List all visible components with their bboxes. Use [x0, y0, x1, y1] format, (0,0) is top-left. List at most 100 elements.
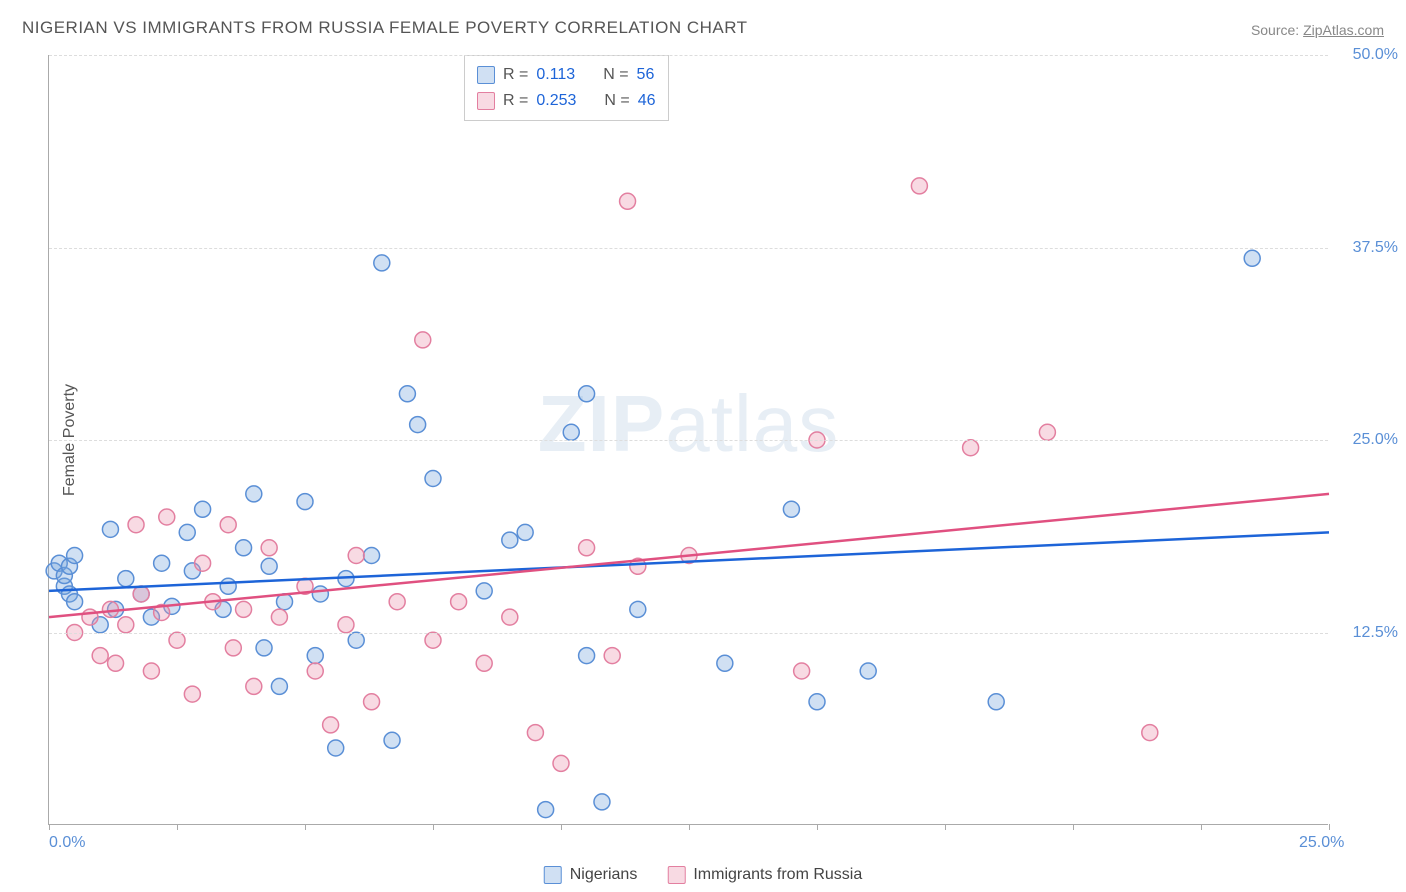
data-point [604, 648, 620, 664]
data-point [236, 540, 252, 556]
data-point [220, 578, 236, 594]
legend-item-series1: Nigerians [544, 866, 638, 884]
data-point [794, 663, 810, 679]
n-label: N = [603, 66, 628, 84]
legend-swatch-series2 [477, 92, 495, 110]
r-label: R = [503, 92, 528, 110]
data-point [538, 802, 554, 818]
data-point [1142, 725, 1158, 741]
data-point [963, 440, 979, 456]
y-tick-label: 12.5% [1338, 624, 1398, 642]
data-point [108, 655, 124, 671]
n-label: N = [604, 92, 629, 110]
data-point [271, 678, 287, 694]
data-point [133, 586, 149, 602]
x-tick [817, 824, 818, 830]
data-point [307, 663, 323, 679]
data-point [179, 524, 195, 540]
data-point [594, 794, 610, 810]
data-point [527, 725, 543, 741]
grid-line [49, 440, 1328, 441]
x-tick [689, 824, 690, 830]
chart-title: NIGERIAN VS IMMIGRANTS FROM RUSSIA FEMAL… [22, 18, 748, 38]
source-prefix: Source: [1251, 22, 1303, 38]
data-point [184, 686, 200, 702]
data-point [425, 632, 441, 648]
legend-swatch-series2 [667, 866, 685, 884]
y-tick-label: 25.0% [1338, 431, 1398, 449]
y-tick-label: 50.0% [1338, 46, 1398, 64]
data-point [630, 601, 646, 617]
legend-label-series1: Nigerians [570, 866, 638, 884]
data-point [502, 609, 518, 625]
data-point [364, 548, 380, 564]
x-tick [305, 824, 306, 830]
x-tick [945, 824, 946, 830]
legend-swatch-series1 [477, 66, 495, 84]
data-point [717, 655, 733, 671]
data-point [67, 548, 83, 564]
y-tick-label: 37.5% [1338, 239, 1398, 257]
data-point [256, 640, 272, 656]
data-point [579, 540, 595, 556]
data-point [988, 694, 1004, 710]
x-tick [177, 824, 178, 830]
data-point [1039, 424, 1055, 440]
data-point [389, 594, 405, 610]
series-legend: Nigerians Immigrants from Russia [544, 866, 863, 884]
data-point [159, 509, 175, 525]
n-value-series2: 46 [638, 92, 656, 110]
data-point [297, 494, 313, 510]
data-point [236, 601, 252, 617]
legend-label-series2: Immigrants from Russia [693, 866, 862, 884]
data-point [783, 501, 799, 517]
data-point [348, 632, 364, 648]
data-point [860, 663, 876, 679]
data-point [220, 517, 236, 533]
grid-line [49, 55, 1328, 56]
data-point [451, 594, 467, 610]
data-point [92, 648, 108, 664]
data-point [261, 558, 277, 574]
x-tick [1329, 824, 1330, 830]
correlation-legend: R = 0.113 N = 56 R = 0.253 N = 46 [464, 55, 669, 121]
data-point [476, 655, 492, 671]
data-point [911, 178, 927, 194]
data-point [323, 717, 339, 733]
data-point [410, 417, 426, 433]
x-tick [561, 824, 562, 830]
data-point [579, 386, 595, 402]
data-point [620, 193, 636, 209]
x-tick [1073, 824, 1074, 830]
r-value-series1: 0.113 [536, 66, 575, 84]
grid-line [49, 633, 1328, 634]
source-link[interactable]: ZipAtlas.com [1303, 22, 1384, 38]
data-point [517, 524, 533, 540]
n-value-series1: 56 [637, 66, 655, 84]
legend-item-series2: Immigrants from Russia [667, 866, 862, 884]
data-point [1244, 250, 1260, 266]
data-point [415, 332, 431, 348]
x-tick [433, 824, 434, 830]
data-point [67, 594, 83, 610]
data-point [154, 555, 170, 571]
data-point [246, 678, 262, 694]
data-point [307, 648, 323, 664]
data-point [502, 532, 518, 548]
data-point [328, 740, 344, 756]
data-point [348, 548, 364, 564]
r-label: R = [503, 66, 528, 84]
chart-plot-area: Female Poverty ZIPatlas R = 0.113 N = 56… [48, 55, 1328, 825]
legend-swatch-series1 [544, 866, 562, 884]
grid-line [49, 248, 1328, 249]
data-point [118, 571, 134, 587]
data-point [195, 501, 211, 517]
source-attribution: Source: ZipAtlas.com [1251, 22, 1384, 38]
data-point [425, 471, 441, 487]
data-point [246, 486, 262, 502]
data-point [143, 663, 159, 679]
data-point [169, 632, 185, 648]
data-point [563, 424, 579, 440]
data-point [338, 617, 354, 633]
data-point [261, 540, 277, 556]
